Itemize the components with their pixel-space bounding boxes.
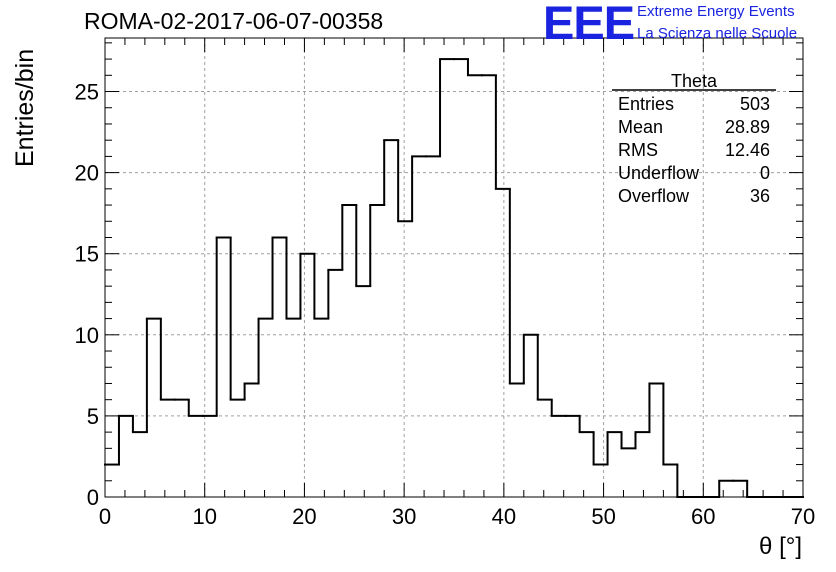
y-tick-label: 10 [75, 323, 99, 348]
stats-label-rms: RMS [618, 140, 658, 160]
plot-frame [104, 37, 804, 498]
x-tick-label: 40 [492, 504, 516, 529]
stats-box-title: Theta [670, 71, 718, 91]
logo-caption-line1: Extreme Energy Events [637, 3, 795, 20]
x-tick-label: 10 [192, 504, 216, 529]
chart-title: ROMA-02-2017-06-07-00358 [84, 8, 384, 34]
x-tick-label: 50 [591, 504, 615, 529]
x-tick-label: 30 [392, 504, 416, 529]
stats-value-underflow: 0 [759, 163, 770, 183]
stats-value-entries: 503 [739, 94, 770, 114]
y-tick-label: 15 [75, 242, 99, 267]
stats-value-rms: 12.46 [724, 140, 770, 160]
stats-value-overflow: 36 [749, 186, 770, 206]
logo-caption-line2: La Scienza nelle Scuole [637, 25, 798, 42]
stats-label-underflow: Underflow [618, 163, 700, 183]
y-tick-label: 25 [75, 80, 99, 105]
stats-label-overflow: Overflow [618, 186, 690, 206]
y-axis-label: Entries/bin [11, 48, 39, 167]
y-tick-label: 5 [87, 404, 99, 429]
y-tick-label: 0 [87, 485, 99, 510]
stats-label-entries: Entries [618, 94, 675, 114]
x-tick-label: 20 [292, 504, 316, 529]
x-axis-label: θ [°] [759, 533, 802, 560]
eee-logo: EEE [543, 0, 635, 49]
x-tick-label: 70 [791, 504, 815, 529]
stats-label-mean: Mean [618, 117, 664, 137]
stats-value-mean: 28.89 [724, 117, 770, 137]
x-tick-label: 0 [99, 504, 111, 529]
y-tick-label: 20 [75, 161, 99, 186]
x-tick-label: 60 [691, 504, 715, 529]
